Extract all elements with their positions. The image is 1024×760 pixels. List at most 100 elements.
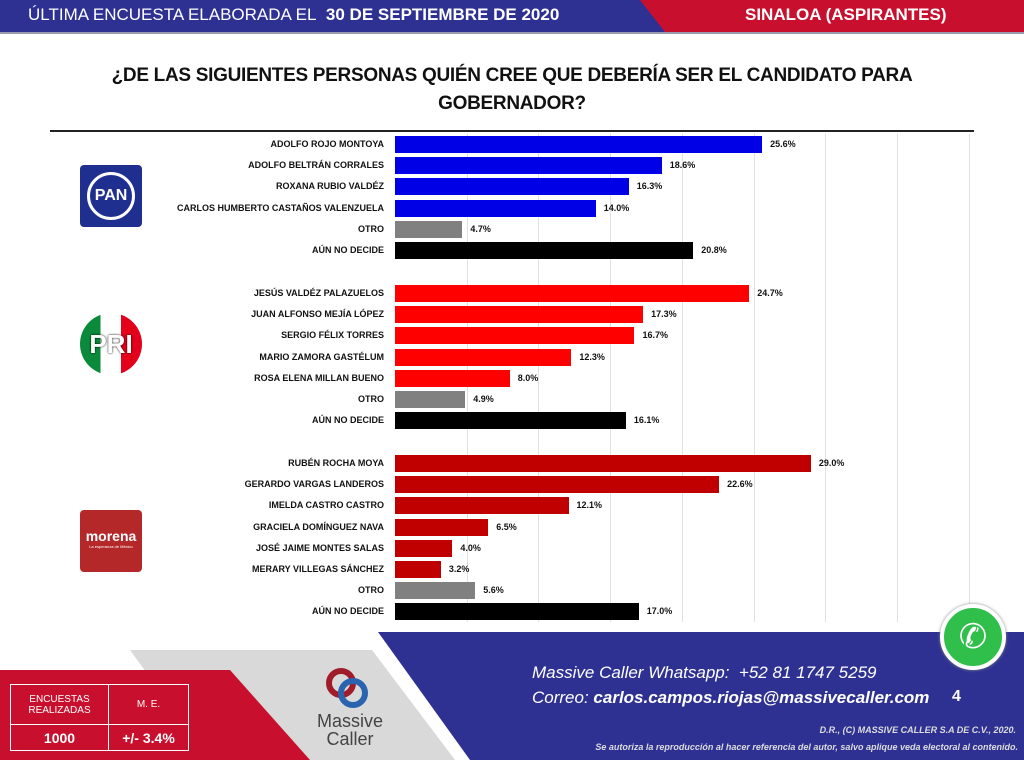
bar-value-label: 12.3%	[579, 351, 605, 362]
morena-logo-text: morena	[85, 528, 137, 544]
gridline	[610, 134, 612, 622]
bar	[395, 582, 476, 600]
bar	[395, 539, 453, 557]
title-rule	[50, 130, 974, 132]
header-divider	[0, 32, 1024, 34]
bar	[395, 518, 489, 536]
reproduction-notice: Se autoriza la reproducción al hacer ref…	[595, 742, 1018, 752]
gridline	[538, 134, 540, 622]
bar-label: MARIO ZAMORA GASTÉLUM	[259, 351, 384, 362]
morena-logo-sub: La esperanza de México	[89, 544, 133, 549]
pri-logo: PRI	[80, 313, 142, 375]
bar-label: AÚN NO DECIDE	[311, 245, 384, 255]
survey-stats-table: ENCUESTAS REALIZADAS M. E. 1000 +/- 3.4%	[10, 684, 189, 751]
bar-label: CARLOS HUMBERTO CASTAÑOS VALENZUELA	[177, 202, 384, 213]
bar	[395, 306, 644, 324]
bar-value-label: 17.0%	[646, 606, 673, 617]
bar-value-label: 3.2%	[448, 564, 470, 574]
bar	[395, 476, 720, 494]
gridline	[753, 134, 755, 622]
bar	[395, 369, 510, 387]
bar-value-label: 22.6%	[727, 479, 753, 490]
surveys-header: ENCUESTAS REALIZADAS	[10, 684, 109, 725]
bar-label: OTRO	[358, 394, 384, 404]
margin-header: M. E.	[108, 684, 189, 725]
email-line: Correo: carlos.campos.riojas@massivecall…	[532, 688, 929, 708]
bar-value-label: 25.6%	[770, 139, 796, 149]
bar-value-label: 4.7%	[470, 223, 491, 234]
bar-value-label: 24.7%	[757, 288, 783, 298]
gridline	[825, 134, 827, 622]
massive-caller-logo-icon	[318, 666, 378, 710]
surveys-value: 1000	[10, 724, 109, 751]
bar-label: ADOLFO BELTRÁN CORRALES	[248, 160, 384, 171]
bar-value-label: 29.0%	[818, 458, 845, 468]
bar-label: IMELDA CASTRO CASTRO	[268, 500, 384, 511]
date-value: 30 DE SEPTIEMBRE DE 2020	[325, 5, 560, 24]
whatsapp-icon[interactable]: ✆	[940, 604, 1006, 670]
bar-label: ROSA ELENA MILLAN BUENO	[254, 372, 384, 383]
pan-logo-text: PAN	[87, 172, 135, 220]
bar-value-label: 16.1%	[633, 415, 660, 426]
bar	[395, 242, 694, 259]
whatsapp-label: Massive Caller Whatsapp:	[532, 663, 730, 682]
bar	[395, 561, 441, 578]
bar	[395, 497, 569, 515]
bar-label: GRACIELA DOMÍNGUEZ NAVA	[253, 521, 384, 532]
bar-value-label: 16.7%	[642, 330, 668, 341]
date-prefix: ÚLTIMA ENCUESTA ELABORADA EL	[28, 5, 317, 24]
email-label: Correo:	[532, 688, 589, 707]
gridline	[968, 134, 970, 622]
brand-line1: Massive	[316, 711, 383, 731]
bar-chart: ADOLFO ROJO MONTOYA 25.6% ADOLFO BELTRÁN C…	[177, 134, 970, 622]
bar	[395, 199, 596, 217]
bar-value-label: 4.9%	[473, 394, 494, 404]
bar-label: SERGIO FÉLIX TORRES	[281, 330, 384, 341]
footer-blue	[378, 632, 1024, 760]
whatsapp-line: Massive Caller Whatsapp: +52 81 1747 525…	[532, 663, 876, 683]
massive-caller-brand: Massive Caller	[300, 712, 400, 748]
bar	[395, 603, 639, 621]
region-label: SINALOA (ASPIRANTES)	[745, 5, 947, 24]
page-number: 4	[952, 688, 961, 705]
bar-label: JUAN ALFONSO MEJÍA LÓPEZ	[251, 309, 384, 320]
bar-label: JOSÉ JAIME MONTES SALAS	[255, 542, 384, 553]
header-red-band	[640, 0, 1024, 32]
gridline	[896, 134, 898, 622]
bar-value-label: 6.5%	[496, 521, 517, 532]
bar-value-label: 5.6%	[483, 585, 504, 596]
bar-value-label: 20.8%	[701, 245, 727, 255]
bar	[395, 178, 629, 196]
bar-value-label: 17.3%	[651, 309, 677, 320]
bar-value-label: 8.0%	[517, 372, 539, 383]
bar-label: OTRO	[358, 223, 384, 234]
bar	[395, 327, 635, 345]
bar-label: AÚN NO DECIDE	[311, 606, 384, 617]
survey-date: ÚLTIMA ENCUESTA ELABORADA EL 30 DE SEPTI…	[28, 5, 559, 25]
bar-label: JESÚS VALDÉZ PALAZUELOS	[253, 288, 384, 298]
bar-label: AÚN NO DECIDE	[311, 415, 384, 426]
bar-value-label: 14.0%	[603, 202, 630, 213]
gridline	[681, 134, 683, 622]
brand-line2: Caller	[326, 729, 374, 749]
bar-label: OTRO	[358, 585, 384, 596]
bar-value-label: 16.3%	[636, 181, 663, 192]
bar	[395, 348, 572, 366]
whatsapp-number: +52 81 1747 5259	[738, 663, 877, 682]
bar-label: ADOLFO ROJO MONTOYA	[270, 139, 384, 149]
bar-label: GERARDO VARGAS LANDEROS	[244, 479, 384, 490]
bar	[395, 285, 750, 302]
bar-label: MERARY VILLEGAS SÁNCHEZ	[251, 564, 384, 574]
morena-logo: morena La esperanza de México	[80, 510, 142, 572]
email-link[interactable]: carlos.campos.riojas@massivecaller.com	[593, 688, 930, 707]
bar-label: ROXANA RUBIO VALDÉZ	[276, 181, 384, 192]
pan-logo: PAN	[80, 165, 142, 227]
bar	[395, 412, 626, 430]
bar-value-label: 18.6%	[669, 160, 696, 171]
bar	[395, 220, 463, 238]
bar-label: RUBÉN ROCHA MOYA	[288, 458, 384, 468]
bar	[395, 157, 662, 175]
bar-value-label: 4.0%	[460, 542, 481, 553]
bar-value-label: 12.1%	[576, 500, 603, 511]
bar	[395, 391, 466, 408]
